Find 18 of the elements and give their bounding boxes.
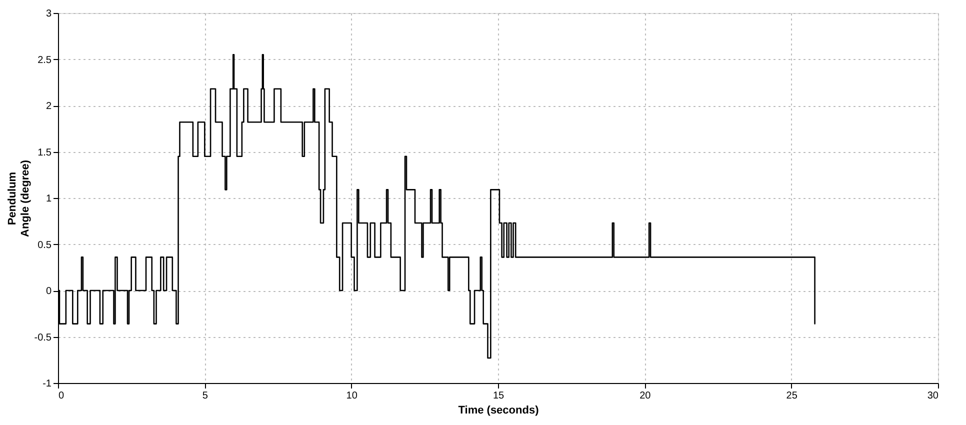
y-axis-title: Pendulum Angle (degree) [6, 160, 32, 238]
x-axis-title: Time (seconds) [458, 404, 540, 416]
x-tick-label: 10 [346, 390, 358, 402]
y-tick-label: 1.5 [38, 147, 52, 158]
x-tick-label: 5 [202, 390, 208, 402]
y-tick-label: 0 [46, 286, 52, 297]
y-tick-label: 2.5 [38, 54, 52, 66]
y-tick-label: 3 [46, 8, 52, 20]
y-tick-label: -0.5 [34, 332, 52, 344]
y-tick-label: 1 [46, 194, 52, 204]
x-tick-label: 15 [492, 390, 504, 402]
x-tick-label: 20 [640, 390, 652, 402]
y-tick-label: 2 [46, 101, 52, 112]
x-tick-label: 30 [927, 390, 939, 402]
y-tick-label: -1 [42, 378, 52, 390]
x-tick-label: 25 [786, 390, 798, 402]
x-tick-label: 0 [58, 390, 64, 402]
y-tick-label: 0.5 [38, 240, 52, 251]
